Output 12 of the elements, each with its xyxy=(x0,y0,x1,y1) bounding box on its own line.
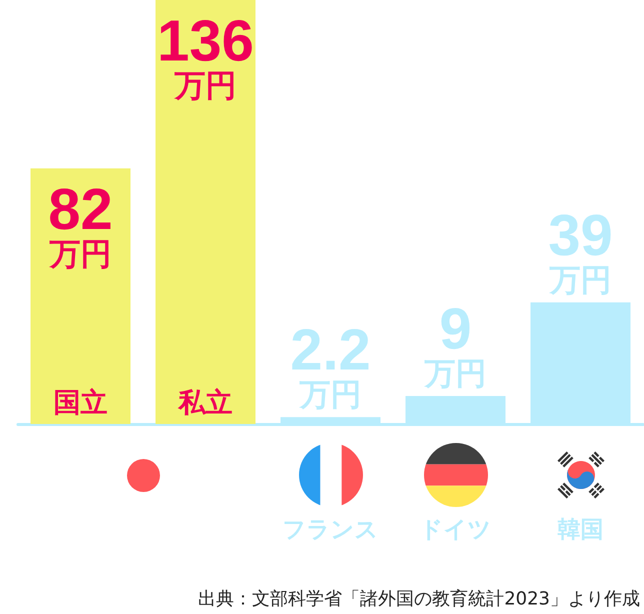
data-label: 136万円 xyxy=(157,8,254,104)
x-tick-label: ドイツ xyxy=(420,517,492,543)
x-tick-label: 私立 xyxy=(178,388,232,418)
data-label: 39万円 xyxy=(548,202,613,298)
bar xyxy=(156,0,256,424)
x-tick-label: 国立 xyxy=(54,388,108,418)
x-tick-label: 韓国 xyxy=(558,517,604,543)
data-label: 9万円 xyxy=(424,296,486,392)
x-tick-label: フランス xyxy=(282,517,378,543)
data-label: 82万円 xyxy=(48,176,113,272)
data-label: 2.2万円 xyxy=(290,318,371,414)
source-note: 出典：文部科学省「諸外国の教育統計2023」より作成 xyxy=(198,588,640,610)
